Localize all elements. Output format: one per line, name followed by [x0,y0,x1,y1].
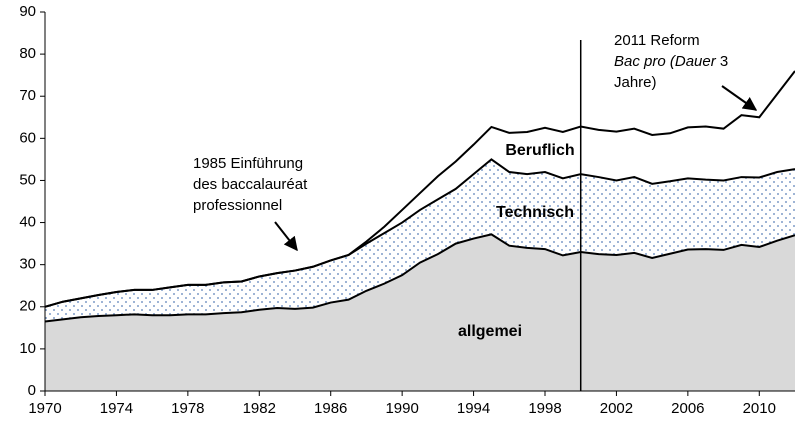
x-tick-label: 1990 [385,400,418,417]
annotation-text: professionnel [193,197,282,214]
y-tick-label: 10 [19,340,36,357]
annotation: 2011 Reform Bac pro (Dauer 3 Jahre) [614,32,728,91]
annotation-text: 2011 Reform [614,32,700,49]
area-outline [44,233,795,323]
annotation-arrow [274,221,298,252]
annotation-text: Jahre) [614,74,657,91]
x-tick-label: 1974 [100,400,133,417]
series-label: allgemei [458,323,522,340]
y-tick-label: 60 [19,129,36,146]
annotation-text: 3 [716,53,729,70]
y-tick-label: 20 [19,298,36,315]
series-label: Technisch [496,204,574,221]
area [45,159,795,322]
series-label: Beruflich [505,142,574,159]
area-outline [44,70,795,308]
area [45,234,795,391]
x-tick-label: 1986 [314,400,347,417]
y-tick-label: 50 [19,171,36,188]
y-tick-label: 30 [19,256,36,273]
x-tick-label: 1994 [457,400,490,417]
x-tick-label: 1970 [28,400,61,417]
x-tick-label: 1998 [528,400,561,417]
annotation: 1985 Einführung des baccalauréat professio… [193,155,308,214]
y-tick-label: 80 [19,45,36,62]
y-tick-label: 90 [19,3,36,20]
x-tick-label: 2002 [600,400,633,417]
annotation-text: Bac pro (Dauer [614,53,717,70]
x-tick-label: 2006 [671,400,704,417]
y-tick-label: 0 [28,382,36,399]
annotation-text: des baccalauréat [193,176,308,193]
x-tick-label: 1978 [171,400,204,417]
y-tick-label: 40 [19,214,36,231]
x-tick-label: 1982 [243,400,276,417]
y-tick-label: 70 [19,87,36,104]
annotation-arrow [721,85,758,111]
x-tick-label: 2010 [743,400,776,417]
annotation-text: 1985 Einführung [193,155,303,172]
